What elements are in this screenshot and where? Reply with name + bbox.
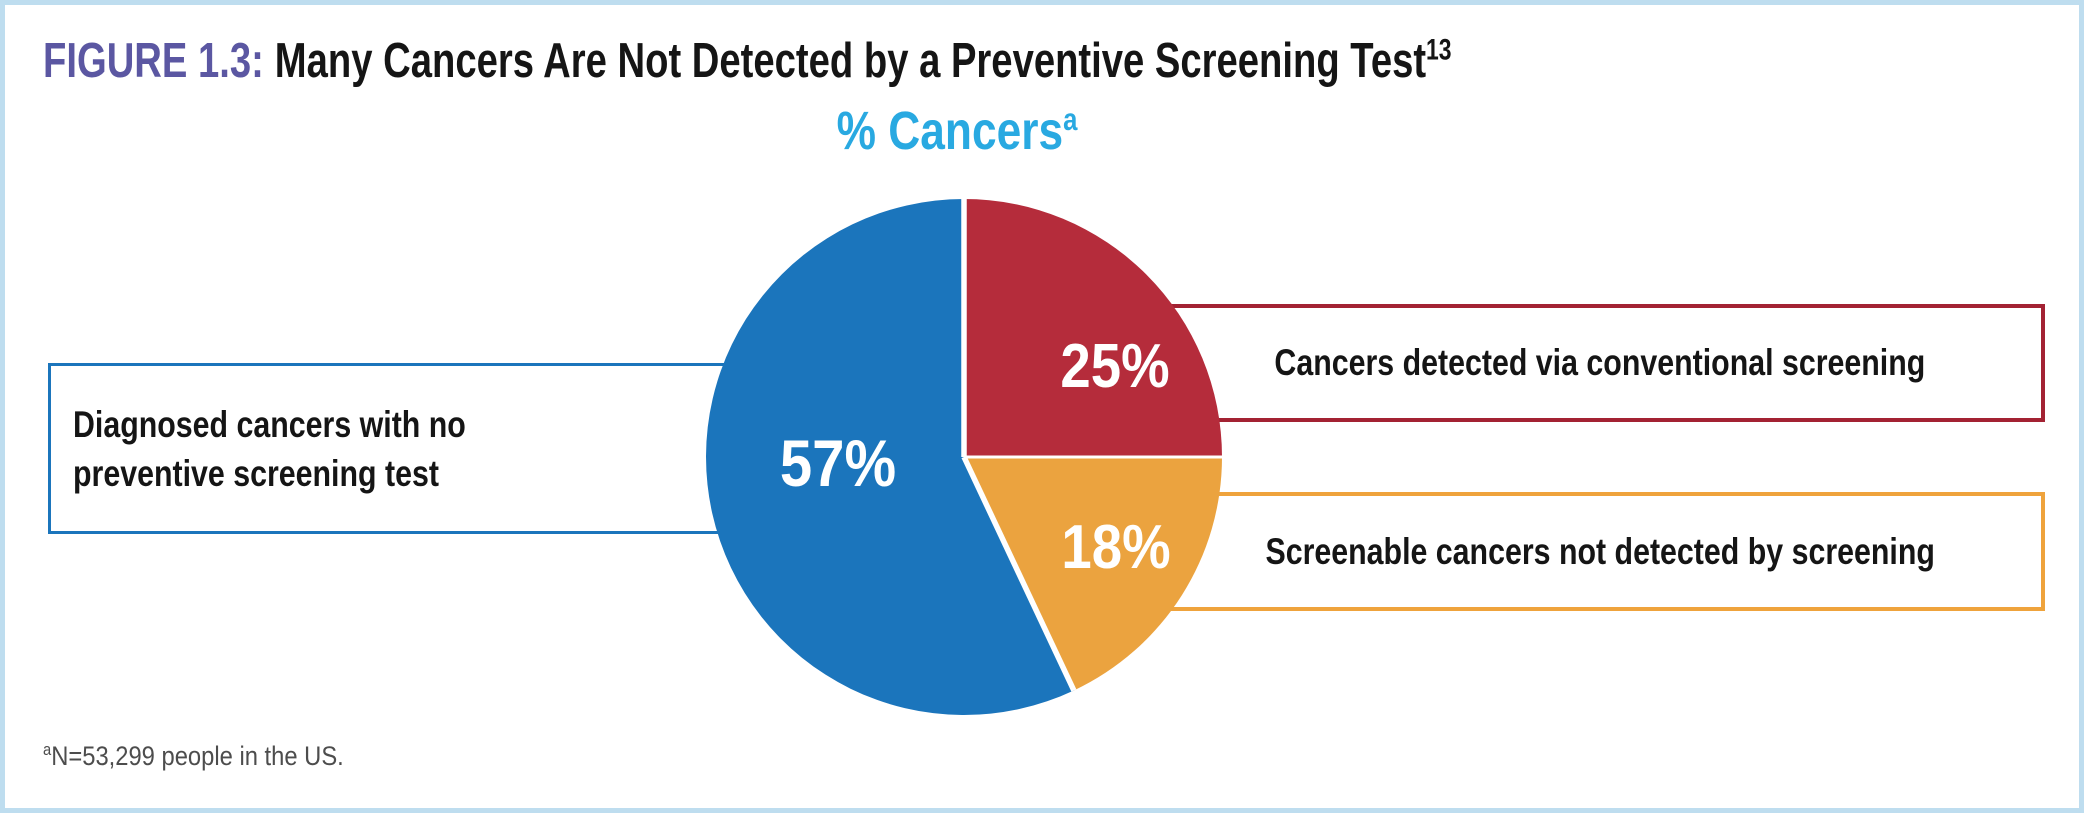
figure-number-label: FIGURE 1.3: (43, 34, 264, 88)
pct-label-conventional-screening: 25% (1060, 332, 1170, 401)
callout-box-screenable-not-detected: Screenable cancers not detected by scree… (1155, 492, 2045, 611)
figure-title-text: Many Cancers Are Not Detected by a Preve… (274, 34, 1427, 88)
pie-slice-conventional-screening (964, 199, 1222, 457)
callout-box-conventional-screening: Cancers detected via conventional screen… (1155, 304, 2045, 422)
footnote-superscript: a (43, 740, 52, 759)
pie-chart (706, 199, 1222, 716)
figure-heading: FIGURE 1.3: Many Cancers Are Not Detected… (43, 33, 1452, 89)
chart-title: % Cancersa (837, 101, 1078, 161)
pct-label-screenable-not-detected: 18% (1061, 513, 1171, 582)
callout-box-no-screening-test: Diagnosed cancers with no preventive scr… (48, 363, 735, 534)
pie-slice-divider (961, 455, 1077, 692)
chart-title-text: % Cancers (836, 101, 1064, 161)
pie-slice-screenable-not-detected (964, 457, 1222, 691)
chart-title-superscript: a (1063, 102, 1078, 137)
callout-label-screenable-not-detected: Screenable cancers not detected by scree… (1265, 530, 1935, 572)
pie-chart-container (703, 196, 1225, 718)
callout-label-no-screening-test: Diagnosed cancers with no preventive scr… (73, 400, 466, 498)
footnote-text: N=53,299 people in the US. (51, 741, 344, 771)
callout-label-line-2: preventive screening test (73, 452, 439, 494)
pct-label-no-screening-test: 57% (779, 426, 897, 500)
footnote: aN=53,299 people in the US. (43, 741, 344, 772)
pie-slice-no-screening-test (706, 199, 1074, 716)
callout-label-conventional-screening: Cancers detected via conventional screen… (1274, 342, 1926, 383)
figure-title-superscript: 13 (1426, 33, 1452, 67)
callout-label-line-1: Diagnosed cancers with no (73, 403, 466, 445)
